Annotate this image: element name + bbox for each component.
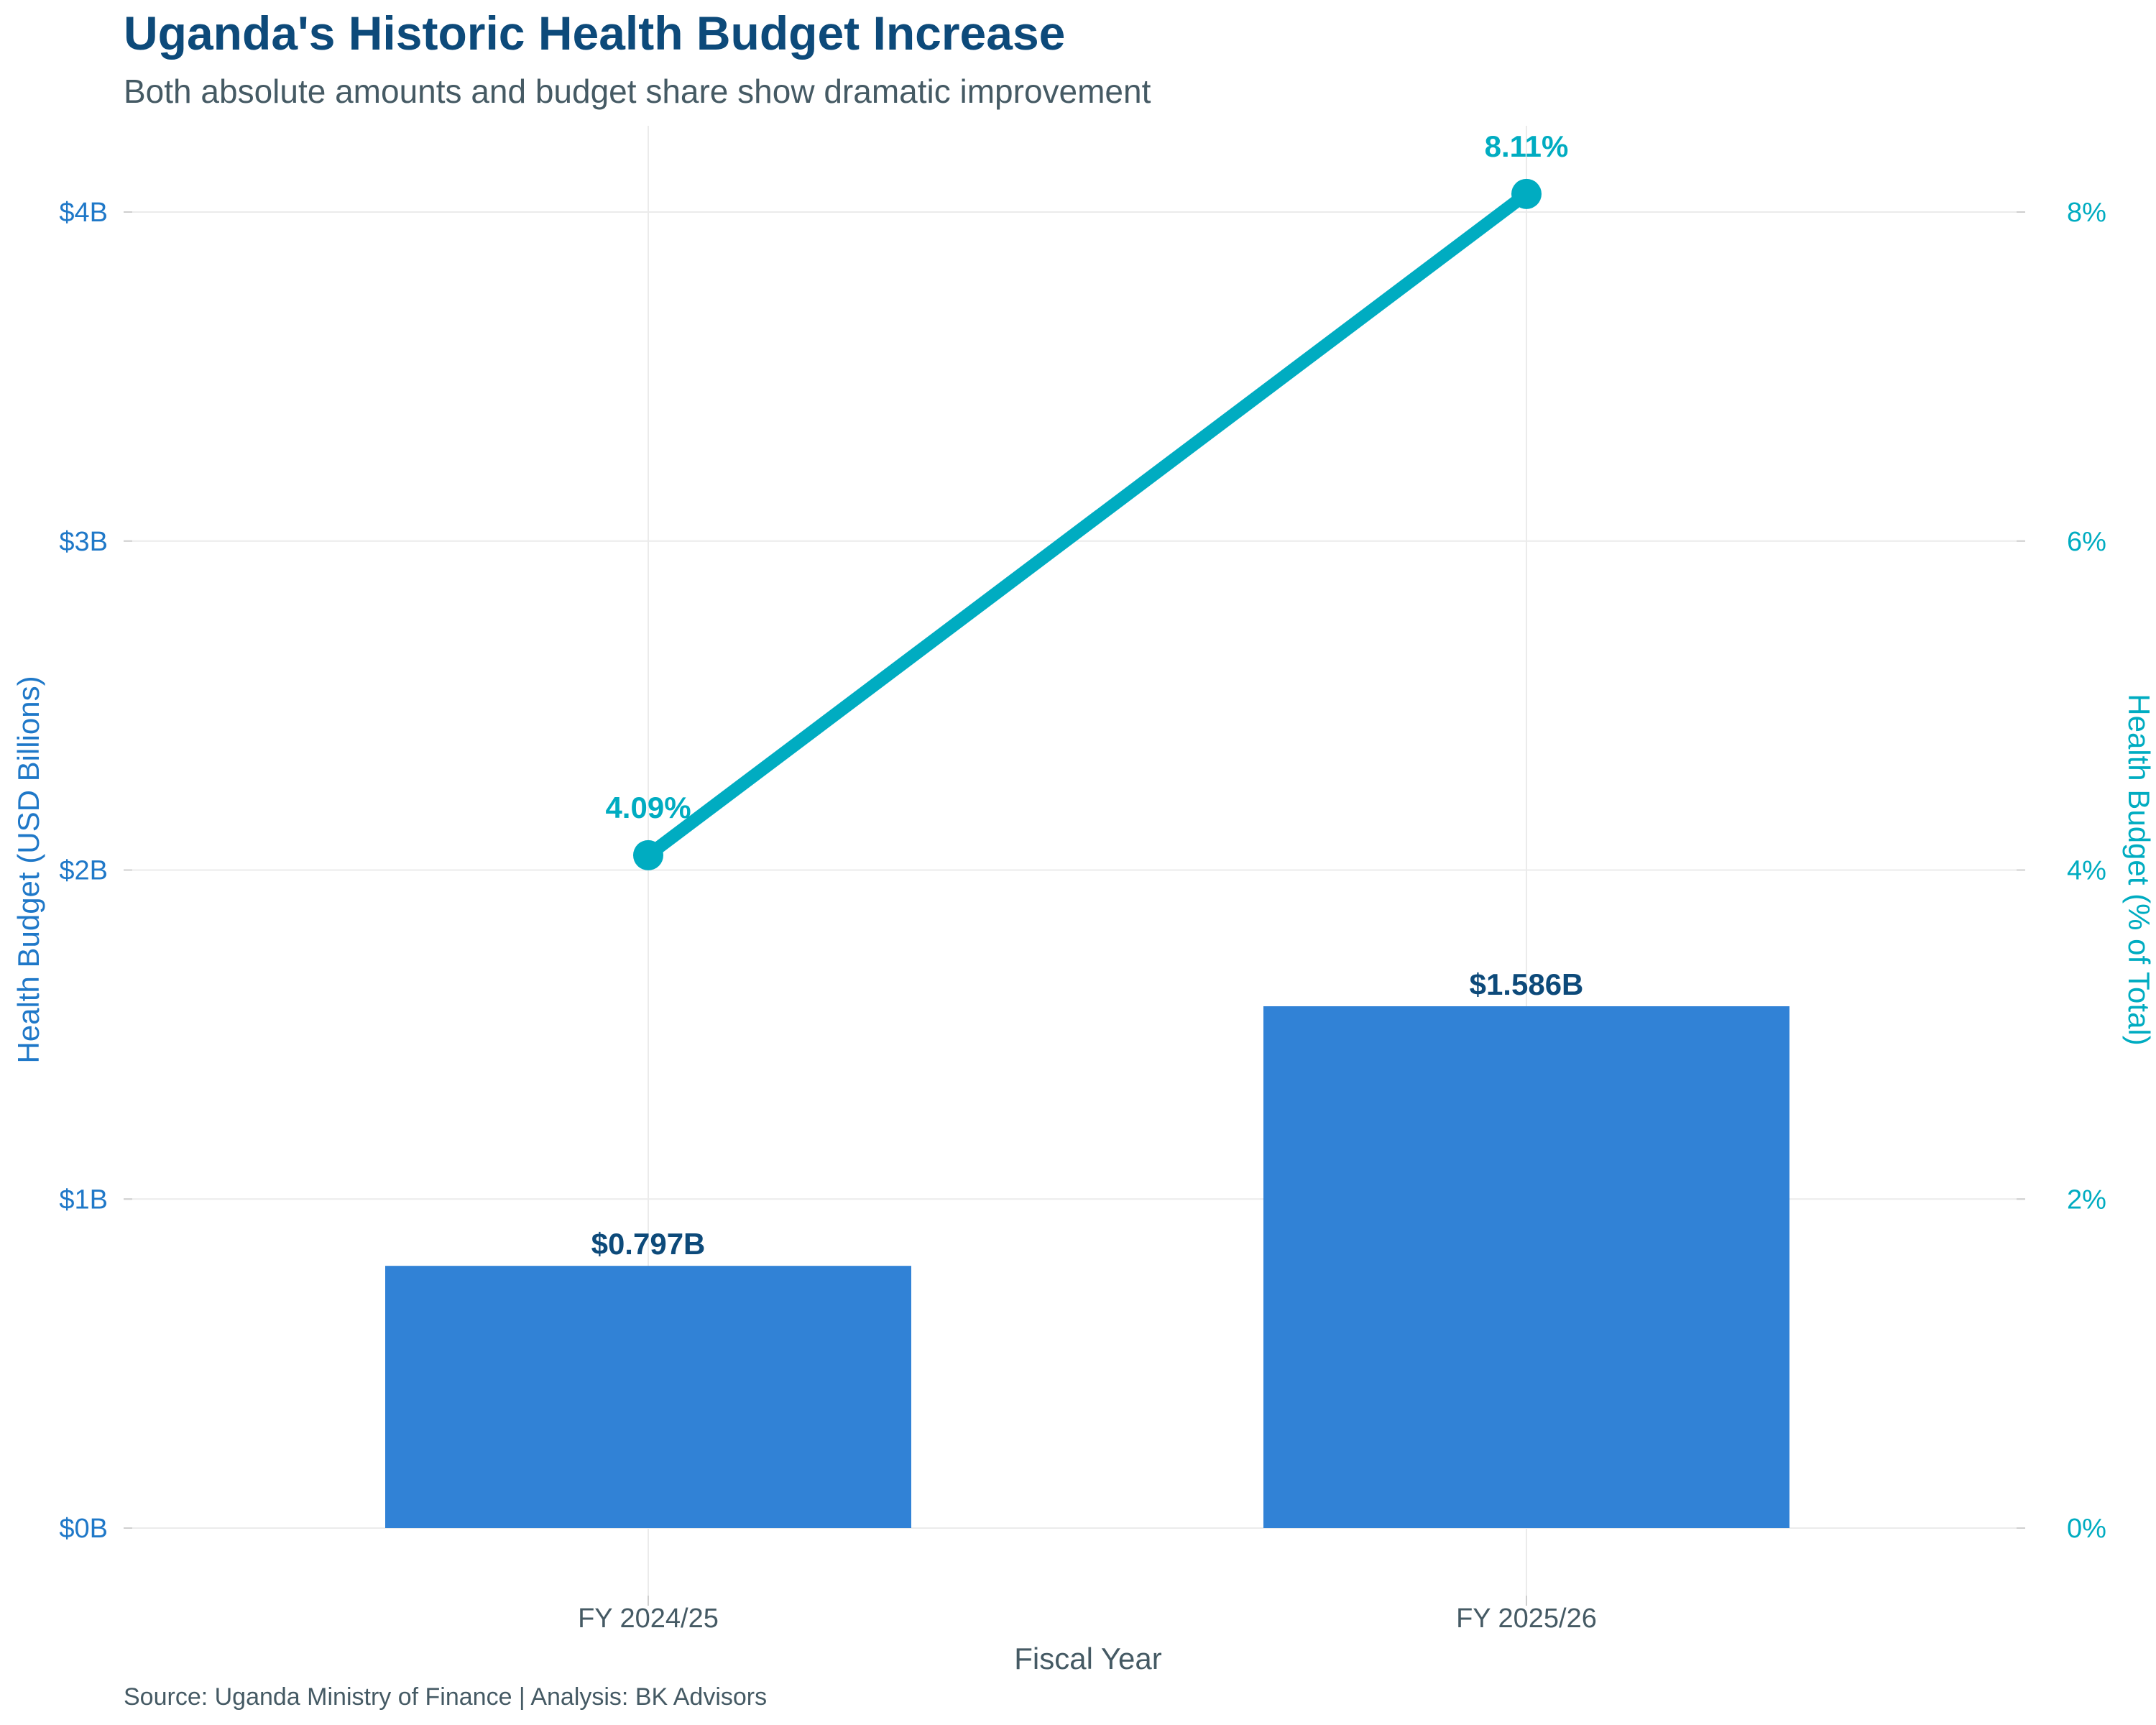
y-right-tick-label: 2% <box>2067 1184 2106 1215</box>
x-tick-label: FY 2024/25 <box>578 1604 719 1634</box>
y-left-tick-label: $4B <box>59 198 108 228</box>
line-data-label: 8.11% <box>1485 129 1569 163</box>
y-left-tick-label: $2B <box>59 856 108 886</box>
bar <box>1263 1006 1789 1528</box>
y-right-tick-label: 8% <box>2067 198 2106 228</box>
chart-source: Source: Uganda Ministry of Finance | Ana… <box>124 1683 768 1711</box>
bar-data-label: $0.797B <box>591 1227 706 1261</box>
y-left-axis-label: Health Budget (USD Billions) <box>11 676 45 1063</box>
x-axis-label: Fiscal Year <box>1014 1642 1161 1675</box>
bar-data-label: $1.586B <box>1470 967 1584 1001</box>
x-tick-label: FY 2025/26 <box>1456 1604 1597 1634</box>
chart-title: Uganda's Historic Health Budget Increase <box>124 6 1066 60</box>
chart-subtitle: Both absolute amounts and budget share s… <box>124 73 1151 110</box>
bar <box>385 1266 911 1528</box>
y-left-tick-label: $3B <box>59 527 108 557</box>
line-data-label: 4.09% <box>605 791 691 824</box>
y-left-tick-label: $0B <box>59 1514 108 1544</box>
y-right-tick-label: 0% <box>2067 1514 2106 1544</box>
line-point <box>1511 178 1542 209</box>
line-series <box>642 187 1533 862</box>
line-point <box>633 840 663 870</box>
y-right-tick-label: 4% <box>2067 856 2106 886</box>
y-right-tick-label: 6% <box>2067 527 2106 557</box>
y-right-axis-label: Health Budget (% of Total) <box>2122 694 2156 1046</box>
y-left-tick-label: $1B <box>59 1184 108 1215</box>
